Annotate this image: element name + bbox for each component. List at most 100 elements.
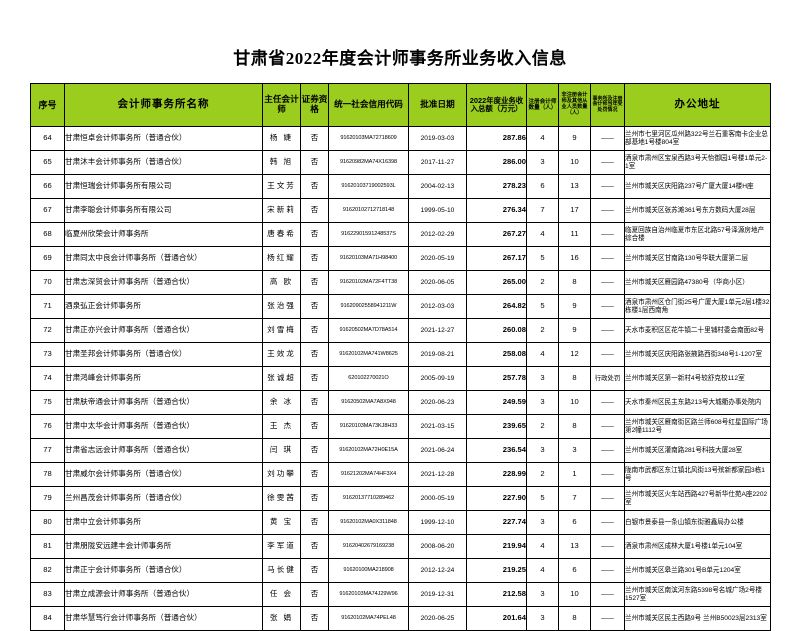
cell-approval-date: 2012-12-24 <box>408 558 467 583</box>
cell-credit-code: 91620502MA7D78A514 <box>328 318 409 343</box>
column-header-address: 办公地址 <box>624 83 771 127</box>
cell-credit-code: 91620103MA72718609 <box>328 126 409 151</box>
cell-approval-date: 2019-08-21 <box>408 342 467 367</box>
cell-seq: 74 <box>30 366 65 391</box>
cell-partner: 李军道 <box>262 534 301 559</box>
cell-credit-code: 620102270021O <box>328 366 409 391</box>
cell-cpa-count: 2 <box>526 462 559 487</box>
cell-cpa-count: 4 <box>526 222 559 247</box>
cell-securities: 否 <box>300 174 329 199</box>
table-row: 82 甘肃正宁会计师事务所（普通合伙） 马长健否 91620100MA218908 20… <box>30 558 771 583</box>
cell-punishment: —— <box>590 150 625 175</box>
cell-seq: 70 <box>30 270 65 295</box>
cell-revenue: 267.27 <box>466 222 527 247</box>
cell-approval-date: 2000-05-19 <box>408 486 467 511</box>
cell-other-staff: 12 <box>558 342 591 367</box>
cell-securities: 否 <box>300 414 329 439</box>
cell-seq: 75 <box>30 390 65 415</box>
cell-securities: 否 <box>300 510 329 535</box>
cell-securities: 否 <box>300 462 329 487</box>
cell-punishment: —— <box>590 294 625 319</box>
cell-seq: 84 <box>30 606 65 631</box>
cell-revenue: 239.65 <box>466 414 527 439</box>
cell-securities: 否 <box>300 342 329 367</box>
cell-punishment: —— <box>590 462 625 487</box>
table-row: 69 甘肃同太中良会计师事务所（普通合伙） 杨红耀否 91620103MA71H984… <box>30 246 771 271</box>
cell-firm-name: 兰州昌茂会计师事务所（普通合伙） <box>64 486 263 511</box>
cell-revenue: 201.64 <box>466 606 527 631</box>
cell-securities: 否 <box>300 126 329 151</box>
cell-seq: 79 <box>30 486 65 511</box>
cell-cpa-count: 4 <box>526 558 559 583</box>
cell-cpa-count: 3 <box>526 390 559 415</box>
cell-other-staff: 8 <box>558 270 591 295</box>
cell-other-staff: 13 <box>558 174 591 199</box>
cell-punishment: —— <box>590 390 625 415</box>
cell-revenue: 228.99 <box>466 462 527 487</box>
cell-partner: 张诚超 <box>262 366 301 391</box>
cell-cpa-count: 3 <box>526 366 559 391</box>
cell-firm-name: 甘肃威尔会计师事务所（普通合伙） <box>64 462 263 487</box>
cell-other-staff: 10 <box>558 582 591 607</box>
cell-address: 兰州市七里河区瓜州路322号兰石重客南卡企业总部基地1号楼804室 <box>624 126 771 151</box>
cell-address: 兰州市城关区雁园路47380号（华商小区） <box>624 270 771 295</box>
cell-seq: 73 <box>30 342 65 367</box>
cell-revenue: 278.23 <box>466 174 527 199</box>
cell-other-staff: 10 <box>558 150 591 175</box>
column-header-approval-date: 批准日期 <box>408 83 467 127</box>
cell-partner: 黄 宝 <box>262 510 301 535</box>
cell-approval-date: 2020-06-25 <box>408 606 467 631</box>
cell-cpa-count: 4 <box>526 342 559 367</box>
cell-other-staff: 11 <box>558 222 591 247</box>
cell-partner: 刘雪梅 <box>262 318 301 343</box>
cell-seq: 64 <box>30 126 65 151</box>
table-row: 75 甘肃肤帝通会计师事务所（普通合伙）余 冰否 91620502MA7A8X948… <box>30 390 771 415</box>
cell-partner: 王效龙 <box>262 342 301 367</box>
cell-address: 临夏回族自治州临夏市东区北路57号泽源房地产综合楼 <box>624 222 771 247</box>
cell-securities: 否 <box>300 390 329 415</box>
cell-approval-date: 2020-05-19 <box>408 246 467 271</box>
cell-seq: 81 <box>30 534 65 559</box>
cell-approval-date: 2012-03-03 <box>408 294 467 319</box>
table-row: 77 甘肃省志远会计师事务所（普通合伙）闫 琪否 91620102MA72H0E15… <box>30 438 771 463</box>
cell-revenue: 276.34 <box>466 198 527 223</box>
cell-address: 兰州市城关区火车站西路427号新华仕苑A座2202室 <box>624 486 771 511</box>
cell-other-staff: 8 <box>558 366 591 391</box>
cell-punishment: —— <box>590 318 625 343</box>
cell-revenue: 260.08 <box>466 318 527 343</box>
cell-securities: 否 <box>300 294 329 319</box>
table-row: 70 甘肃志深贸会计师事务所（普通合伙）高 欧否 91620102MA72F4TT3… <box>30 270 771 295</box>
cell-address: 兰州市城关区雁南街区路兰师608号红星国际广场第2幢1112号 <box>624 414 771 439</box>
cell-punishment: —— <box>590 414 625 439</box>
table-header: 序号 会计师事务所名称 主任会计师 证券资格 统一社会信用代码 批准日期 202… <box>30 83 771 127</box>
cell-punishment: —— <box>590 174 625 199</box>
cell-cpa-count: 2 <box>526 270 559 295</box>
cell-revenue: 249.59 <box>466 390 527 415</box>
cell-punishment: —— <box>590 342 625 367</box>
table-row: 68 临夏州欣荣会计师事务所 唐春希否 91622901591248537S 2012-… <box>30 222 771 247</box>
cell-approval-date: 2019-03-03 <box>408 126 467 151</box>
cell-cpa-count: 2 <box>526 318 559 343</box>
cell-cpa-count: 4 <box>526 126 559 151</box>
cell-approval-date: 2004-02-13 <box>408 174 467 199</box>
cell-securities: 否 <box>300 582 329 607</box>
cell-credit-code: 91620103719002593L <box>328 174 409 199</box>
cell-partner: 张治强 <box>262 294 301 319</box>
cell-other-staff: 7 <box>558 486 591 511</box>
table-row: 80 甘肃中立会计师事务所黄 宝否 91620102MA0X311848 1999-1… <box>30 510 771 535</box>
page-title: 甘肃省2022年度会计师事务所业务收入信息 <box>233 49 567 68</box>
cell-firm-name: 甘肃中太华会计师事务所（普通合伙） <box>64 414 263 439</box>
cell-securities: 否 <box>300 246 329 271</box>
column-header-securities: 证券资格 <box>300 83 329 127</box>
cell-other-staff: 8 <box>558 606 591 631</box>
cell-partner: 任 会 <box>262 582 301 607</box>
table-row: 78 甘肃威尔会计师事务所（普通合伙） 刘功攀否 91621202MA74HF3X4 2… <box>30 462 771 487</box>
cell-punishment: —— <box>590 534 625 559</box>
cell-firm-name: 甘肃李聪会计师事务所有限公司 <box>64 198 263 223</box>
cell-credit-code: 91620103MA71H98400 <box>328 246 409 271</box>
cell-firm-name: 甘肃省志远会计师事务所（普通合伙） <box>64 438 263 463</box>
cell-approval-date: 2008-06-20 <box>408 534 467 559</box>
cell-securities: 否 <box>300 534 329 559</box>
cell-partner: 高 欧 <box>262 270 301 295</box>
cell-revenue: 236.54 <box>466 438 527 463</box>
